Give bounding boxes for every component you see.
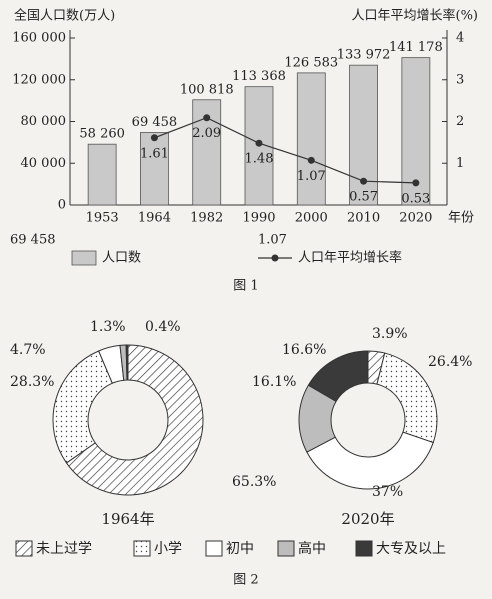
y-axis-label: 全国人口数(万人) <box>14 8 115 24</box>
y-tick-label: 80 000 <box>21 114 67 129</box>
donut-segment <box>65 344 204 496</box>
line-marker <box>412 179 420 187</box>
segment-label: 1.3% <box>90 319 126 335</box>
legend-marker <box>271 254 279 262</box>
bar <box>296 72 326 206</box>
bar-value-label: 100 818 <box>180 82 234 97</box>
bar-value-label: 58 260 <box>79 127 125 142</box>
donut-segment <box>125 344 129 381</box>
legend-swatch <box>277 540 295 557</box>
line-marker <box>255 139 263 147</box>
bar <box>87 143 117 206</box>
legend-label: 人口数 <box>102 251 141 266</box>
caption: 图 1 <box>233 279 258 294</box>
bar-value-label: 113 368 <box>232 69 286 84</box>
segment-label: 28.3% <box>10 374 54 390</box>
x-axis-label: 年份 <box>448 211 474 226</box>
x-tick-label: 1990 <box>242 211 275 226</box>
line-value-label: 2.09 <box>192 126 221 141</box>
bar <box>140 132 169 206</box>
segment-label: 26.4% <box>428 354 472 370</box>
x-tick-label: 2010 <box>347 211 380 226</box>
donut-segment <box>307 350 369 403</box>
line-marker <box>203 114 211 122</box>
segment-label: 0.4% <box>145 319 181 335</box>
donut-segment <box>52 350 114 464</box>
x-tick-label: 1953 <box>86 211 119 226</box>
line-value-label: 1.61 <box>140 146 169 161</box>
y2-tick-label: 3 <box>456 72 464 87</box>
segment-label: 16.1% <box>252 374 296 390</box>
segment-label: 65.3% <box>232 474 276 490</box>
annotation: 69 458 <box>10 233 56 248</box>
donut-title: 1964年 <box>101 510 154 528</box>
legend-swatch <box>205 540 223 557</box>
y-tick-label: 160 000 <box>12 31 66 46</box>
legend-swatch <box>15 540 33 557</box>
y2-tick-label: 4 <box>456 31 464 46</box>
segment-label: 37% <box>372 484 403 500</box>
donut-segment <box>306 431 434 490</box>
bar-value-label: 133 972 <box>337 48 391 63</box>
line-value-label: 1.48 <box>245 152 274 167</box>
legend-swatch <box>133 540 151 557</box>
y2-tick-label: 2 <box>456 114 464 129</box>
legend-label: 大专及以上 <box>376 541 446 557</box>
y2-axis-label: 人口年平均增长率(%) <box>352 8 479 24</box>
legend-label: 未上过学 <box>36 541 92 557</box>
line-marker <box>360 177 368 185</box>
legend-label: 小学 <box>154 541 182 557</box>
bar-value-label: 126 583 <box>284 55 338 70</box>
legend-label: 高中 <box>298 540 326 557</box>
x-tick-label: 1982 <box>190 211 223 226</box>
line-marker <box>150 134 158 142</box>
line <box>154 117 416 184</box>
donut-title: 2020年 <box>341 510 394 528</box>
bar-value-label: 69 458 <box>132 115 178 130</box>
legend-swatch <box>71 250 97 266</box>
line-value-label: 0.53 <box>401 191 430 206</box>
line-marker <box>307 156 315 164</box>
y-tick-label: 120 000 <box>12 72 66 87</box>
y-tick-label: 0 <box>58 198 66 213</box>
caption: 图 2 <box>233 573 258 588</box>
annotation: 1.07 <box>258 233 287 248</box>
x-tick-label: 2000 <box>295 211 328 226</box>
legend-label: 初中 <box>226 540 254 557</box>
x-tick-label: 2020 <box>399 211 432 226</box>
x-tick-label: 1964 <box>138 211 171 226</box>
y-tick-label: 40 000 <box>21 156 67 171</box>
segment-label: 3.9% <box>372 326 408 342</box>
legend-swatch <box>355 540 373 557</box>
bar-value-label: 141 178 <box>389 40 443 55</box>
y2-tick-label: 1 <box>456 156 464 171</box>
segment-label: 4.7% <box>10 342 46 358</box>
line-value-label: 0.57 <box>349 190 378 205</box>
line-value-label: 1.07 <box>297 169 326 184</box>
legend-label: 人口年平均增长率 <box>298 250 402 266</box>
segment-label: 16.6% <box>282 342 326 358</box>
